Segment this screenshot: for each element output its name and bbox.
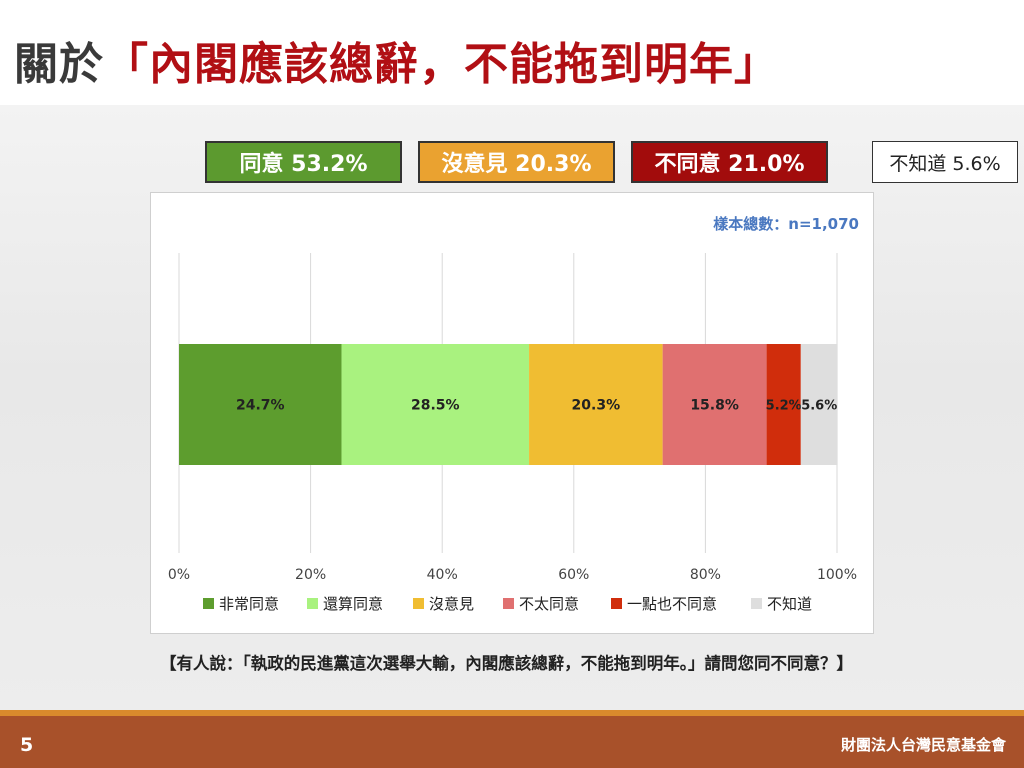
summary-disagree-box: 不同意 21.0%	[631, 141, 828, 183]
bar-segment-6	[800, 344, 838, 465]
data-label: 28.5%	[411, 398, 460, 414]
legend-swatch	[503, 598, 514, 609]
sample-size-label: 樣本總數：n=1,070	[713, 215, 859, 233]
data-label: 20.3%	[572, 398, 621, 414]
x-tick-label: 100%	[817, 567, 857, 583]
stacked-bar-chart: 0% 20% 40% 60% 80% 100% 24.7% 28.5% 20.3% 15.8% 5.…	[168, 253, 857, 613]
organization-name: 財團法人台灣民意基金會	[840, 736, 1006, 754]
bar-segment-4	[662, 344, 767, 465]
legend-label: 不太同意	[519, 595, 579, 613]
legend-label: 還算同意	[323, 595, 383, 613]
data-label: 15.8%	[690, 398, 739, 414]
x-tick-label: 60%	[558, 567, 589, 583]
summary-unknown-box: 不知道 5.6%	[872, 141, 1018, 183]
title-quoted: 「內閣應該總辭，不能拖到明年」	[104, 39, 779, 90]
legend-swatch	[203, 598, 214, 609]
legend-label: 不知道	[767, 595, 812, 613]
footer-bar: 5 財團法人台灣民意基金會	[0, 710, 1024, 768]
survey-question: 【有人說：「執政的民進黨這次選舉大輸，內閣應該總辭，不能拖到明年。」請問您同不同…	[160, 654, 853, 673]
x-tick-label: 0%	[168, 567, 190, 583]
legend-label: 沒意見	[429, 595, 474, 613]
bar-segment-3	[529, 344, 663, 465]
legend-swatch	[413, 598, 424, 609]
summary-neutral-box: 沒意見 20.3%	[418, 141, 615, 183]
page-title: 關於「內閣應該總辭，不能拖到明年」	[14, 28, 779, 92]
data-label: 24.7%	[236, 398, 285, 414]
summary-agree-box: 同意 53.2%	[205, 141, 402, 183]
legend-swatch	[307, 598, 318, 609]
page-number: 5	[20, 734, 34, 756]
data-label: 5.6%	[801, 399, 837, 414]
x-tick-label: 40%	[427, 567, 458, 583]
x-tick-label: 20%	[295, 567, 326, 583]
data-label: 5.2%	[766, 399, 802, 414]
title-bar: 關於「內閣應該總辭，不能拖到明年」	[0, 0, 1024, 105]
legend-swatch	[611, 598, 622, 609]
title-prefix: 關於	[14, 39, 104, 90]
legend-label: 一點也不同意	[627, 595, 717, 613]
x-tick-label: 80%	[690, 567, 721, 583]
legend-label: 非常同意	[219, 595, 279, 613]
bar-segment-1	[179, 344, 342, 465]
bar-segment-2	[341, 344, 530, 465]
chart-card: 樣本總數：n=1,070 0% 20% 40% 60% 80% 100% 24.7% 28.5…	[150, 192, 874, 634]
bar-segment-5	[766, 344, 801, 465]
legend-swatch	[751, 598, 762, 609]
